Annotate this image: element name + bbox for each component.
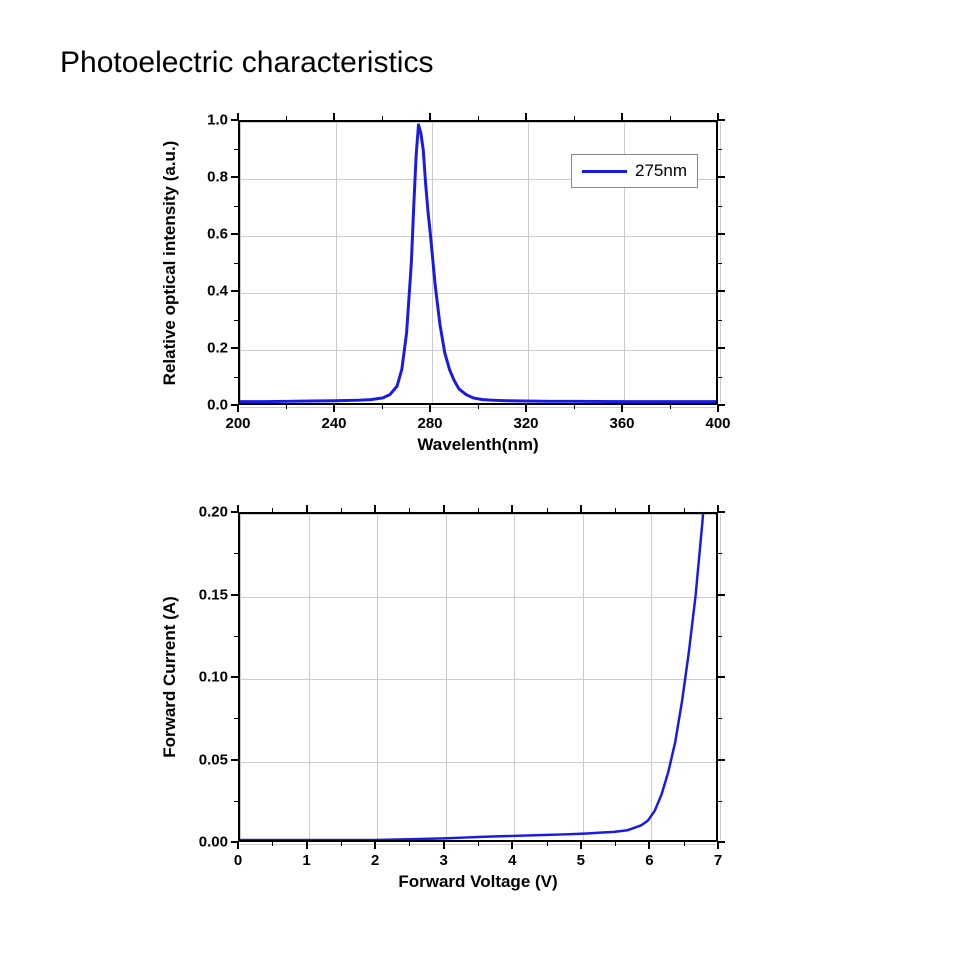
iv-plot-area <box>238 512 718 842</box>
x-tick-label: 4 <box>508 852 516 869</box>
x-tick-label: 2 <box>371 852 379 869</box>
iv-line <box>240 514 716 840</box>
x-tick-label: 5 <box>577 852 585 869</box>
x-tick-label: 7 <box>714 852 722 869</box>
x-tick-label: 6 <box>645 852 653 869</box>
iv-y-axis-label: Forward Current (A) <box>160 596 180 758</box>
x-tick-label: 1 <box>302 852 310 869</box>
iv-x-axis-label: Forward Voltage (V) <box>398 872 557 892</box>
y-tick-label: 0.05 <box>194 751 228 768</box>
x-tick-label: 0 <box>234 852 242 869</box>
y-tick-label: 0.20 <box>194 504 228 521</box>
y-tick-label: 0.00 <box>194 834 228 851</box>
y-tick-label: 0.10 <box>194 669 228 686</box>
x-tick-label: 3 <box>440 852 448 869</box>
iv-chart: Forward Voltage (V) Forward Current (A) … <box>0 0 960 958</box>
y-tick-label: 0.15 <box>194 586 228 603</box>
